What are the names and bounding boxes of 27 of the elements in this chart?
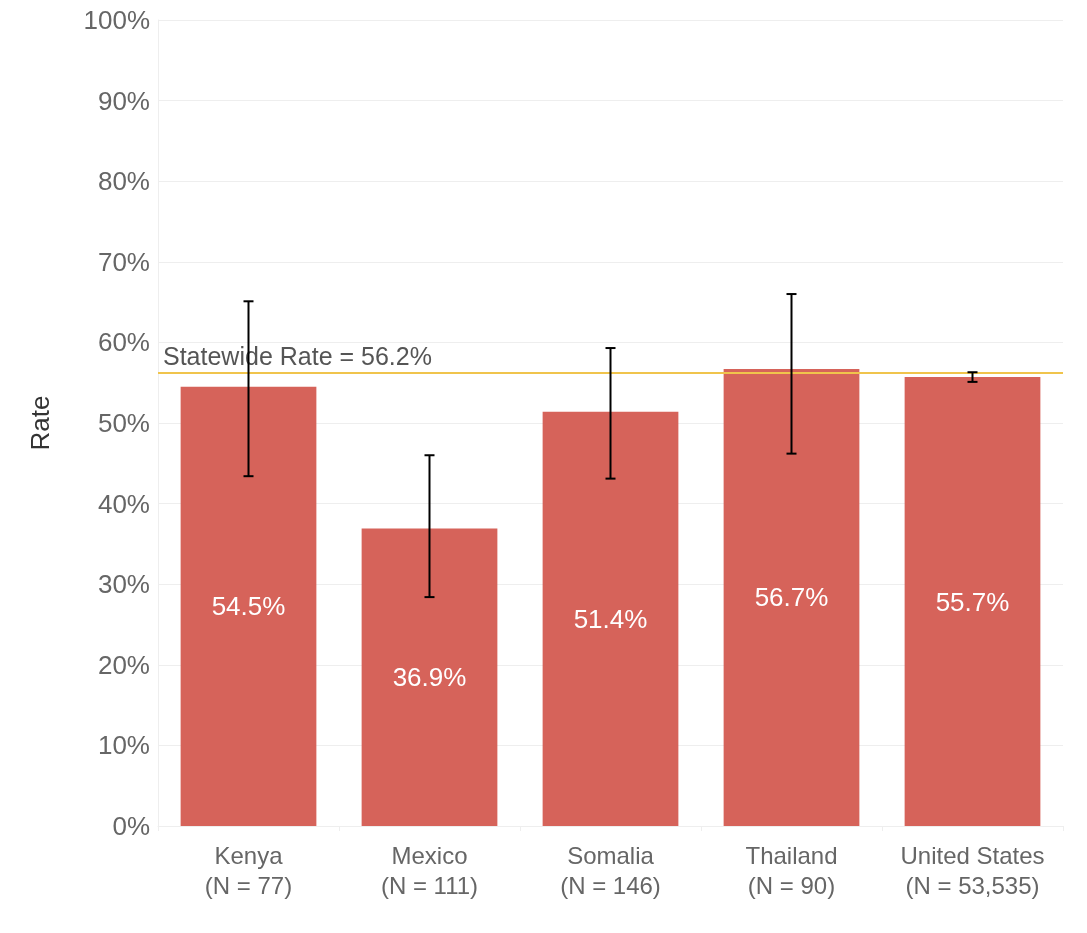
bar xyxy=(542,411,679,826)
x-tick-label: Thailand (N = 90) xyxy=(745,841,838,899)
x-tick-label: Kenya (N = 77) xyxy=(204,841,293,899)
y-tick-label: 10% xyxy=(97,730,150,761)
data-label: 36.9% xyxy=(392,662,467,693)
y-tick-label: 70% xyxy=(97,246,150,277)
data-label: 56.7% xyxy=(754,582,829,613)
data-label: 55.7% xyxy=(935,586,1010,617)
y-tick-label: 20% xyxy=(97,649,150,680)
x-tick-label: Somalia (N = 146) xyxy=(560,841,661,899)
x-tick-label: United States (N = 53,535) xyxy=(900,841,1045,899)
y-tick-label: 40% xyxy=(97,488,150,519)
bar xyxy=(361,528,498,826)
y-tick-label: 30% xyxy=(97,569,150,600)
x-tick-label: Mexico (N = 111) xyxy=(380,841,479,899)
bar xyxy=(180,386,317,826)
y-tick-label: 50% xyxy=(97,408,150,438)
bar xyxy=(723,369,860,826)
y-tick-label: 100% xyxy=(83,5,150,35)
data-label: 54.5% xyxy=(211,591,286,622)
y-tick-label: 0% xyxy=(112,811,150,841)
data-label: 51.4% xyxy=(573,603,648,634)
y-tick-label: 90% xyxy=(97,85,150,116)
y-tick-label: 60% xyxy=(97,327,150,358)
y-tick-label: 80% xyxy=(97,166,150,197)
y-axis-title: Rate xyxy=(25,395,55,451)
bar xyxy=(904,377,1041,826)
